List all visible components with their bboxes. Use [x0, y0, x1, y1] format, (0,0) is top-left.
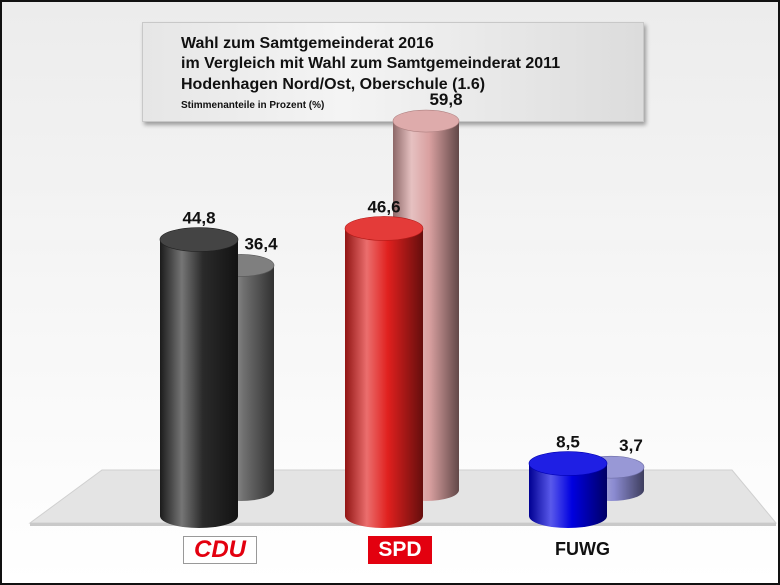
- data-label-2016-fuwg: 8,5: [556, 433, 580, 452]
- chart-title-line-1: Wahl zum Samtgemeinderat 2016: [181, 35, 434, 52]
- data-label-2016-spd: 46,6: [367, 197, 400, 216]
- title-box: Wahl zum Samtgemeinderat 2016 im Verglei…: [142, 22, 644, 122]
- party-label-fuwg: FUWG: [555, 539, 610, 559]
- bar-2016-cdu: [159, 227, 239, 529]
- bar-2016-fuwg: [528, 451, 608, 528]
- data-label-2011-fuwg: 3,7: [619, 436, 643, 455]
- party-logo-spd: SPD: [368, 536, 432, 564]
- party-logo-cdu: CDU: [183, 536, 257, 564]
- bar-2016-spd: [344, 216, 424, 528]
- data-label-2011-spd: 59,8: [429, 90, 462, 109]
- data-label-2016-cdu: 44,8: [182, 209, 215, 228]
- chart-title-line-3: Hodenhagen Nord/Ost, Oberschule (1.6): [181, 76, 486, 93]
- chart-subtitle: Stimmenanteile in Prozent (%): [181, 100, 325, 111]
- chart-title-line-2: im Vergleich mit Wahl zum Samtgemeindera…: [181, 55, 561, 72]
- data-label-2011-cdu: 36,4: [244, 234, 278, 253]
